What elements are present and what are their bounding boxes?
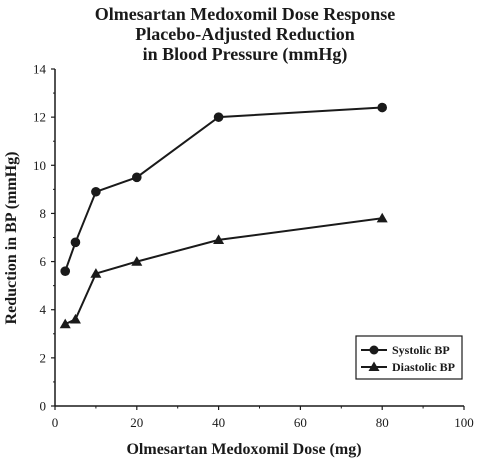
- diastolic-bp-point: [69, 313, 81, 324]
- y-tick-label: 2: [40, 350, 47, 365]
- x-tick-label: 60: [294, 415, 307, 430]
- legend: Systolic BP Diastolic BP: [355, 335, 463, 380]
- y-tick-label: 12: [33, 110, 46, 125]
- systolic-bp-point: [91, 186, 101, 197]
- systolic-bp-point: [377, 102, 388, 113]
- systolic-bp-point: [60, 266, 71, 277]
- systolic-bp-point: [132, 172, 142, 183]
- x-ticks: 0 20 40 60 80 100: [52, 406, 474, 430]
- legend-box: [355, 335, 463, 380]
- chart-title-line-1: Olmesartan Medoxomil Dose Response: [95, 4, 395, 24]
- y-tick-label: 0: [40, 399, 47, 414]
- legend-systolic-marker: [369, 345, 379, 355]
- diastolic-bp-point: [213, 234, 225, 245]
- legend-diastolic-marker: [368, 361, 380, 371]
- diastolic-bp-point: [90, 268, 102, 278]
- x-tick-label: 80: [376, 415, 389, 430]
- chart-title-line-3: in Blood Pressure (mmHg): [143, 44, 348, 65]
- diastolic-bp-point: [376, 212, 388, 223]
- diastolic-bp-point: [131, 256, 143, 266]
- systolic-bp-point: [213, 112, 224, 122]
- y-axis-label: Reduction in BP (mmHg): [3, 152, 20, 325]
- chart-title-line-2: Placebo-Adjusted Reduction: [135, 24, 355, 44]
- x-tick-label: 100: [454, 415, 474, 430]
- x-tick-label: 0: [52, 415, 59, 430]
- x-axis-label: Olmesartan Medoxomil Dose (mg): [126, 441, 361, 458]
- x-tick-label: 40: [212, 415, 225, 430]
- systolic-bp-line: [64, 106, 383, 272]
- x-tick-label: 20: [130, 415, 143, 430]
- diastolic-bp-point: [59, 318, 71, 329]
- systolic-bp-point: [70, 237, 81, 248]
- legend-systolic-label: Systolic BP: [392, 343, 450, 357]
- legend-diastolic-label: Diastolic BP: [392, 360, 455, 374]
- y-tick-label: 14: [33, 62, 47, 77]
- diastolic-bp-line: [64, 217, 383, 326]
- y-tick-label: 4: [40, 302, 47, 317]
- y-tick-label: 8: [40, 206, 47, 221]
- series-group: [59, 102, 388, 329]
- chart-title: Olmesartan Medoxomil Dose Response Place…: [95, 4, 395, 65]
- y-tick-label: 10: [33, 158, 46, 173]
- y-tick-label: 6: [40, 254, 47, 269]
- y-ticks: 0 2 4 6 8 10 12 14: [33, 62, 55, 414]
